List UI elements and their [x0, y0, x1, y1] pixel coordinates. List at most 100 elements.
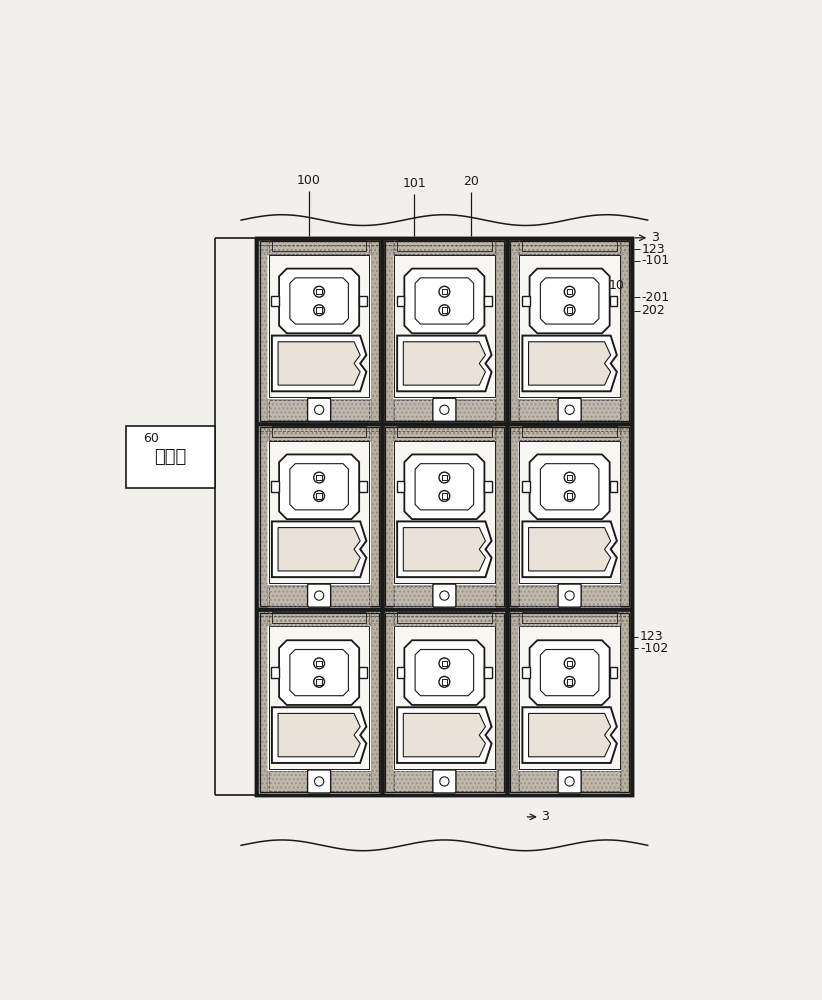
Bar — [508, 610, 631, 795]
Text: 控制器: 控制器 — [155, 448, 187, 466]
Bar — [496, 609, 507, 795]
Polygon shape — [359, 667, 367, 678]
Bar — [269, 424, 369, 440]
Bar — [518, 585, 621, 606]
Polygon shape — [279, 454, 359, 519]
Bar — [393, 609, 496, 626]
Bar — [267, 424, 371, 441]
Text: -102: -102 — [640, 642, 668, 655]
Bar — [508, 239, 631, 423]
Bar — [496, 609, 507, 795]
Polygon shape — [529, 269, 610, 333]
Bar — [382, 239, 506, 423]
Bar — [371, 238, 381, 424]
Bar — [523, 612, 616, 623]
Polygon shape — [523, 707, 616, 763]
FancyBboxPatch shape — [433, 584, 456, 607]
Bar — [393, 238, 496, 255]
Bar — [256, 238, 632, 795]
Polygon shape — [529, 454, 610, 519]
Bar — [518, 424, 621, 441]
Bar — [520, 626, 620, 769]
Bar — [518, 585, 621, 606]
Text: 60: 60 — [143, 432, 159, 445]
Polygon shape — [397, 296, 404, 306]
Polygon shape — [397, 336, 492, 391]
Polygon shape — [522, 296, 529, 306]
Bar — [567, 679, 572, 685]
Bar — [518, 609, 621, 626]
FancyBboxPatch shape — [558, 770, 581, 793]
Text: 101: 101 — [403, 177, 427, 190]
Bar — [316, 307, 322, 313]
Bar — [393, 771, 496, 792]
Polygon shape — [278, 342, 360, 385]
FancyBboxPatch shape — [558, 398, 581, 421]
Bar — [523, 240, 616, 251]
Polygon shape — [278, 713, 360, 757]
Polygon shape — [484, 296, 492, 306]
FancyBboxPatch shape — [433, 770, 456, 793]
Bar — [316, 289, 322, 294]
FancyBboxPatch shape — [307, 398, 330, 421]
Bar — [394, 586, 495, 606]
Bar — [518, 424, 621, 441]
Bar — [567, 661, 572, 666]
Bar — [394, 771, 495, 791]
Bar — [507, 609, 518, 795]
Text: 3: 3 — [542, 810, 549, 823]
FancyBboxPatch shape — [307, 770, 330, 793]
Polygon shape — [272, 336, 367, 391]
Bar — [393, 238, 496, 255]
Polygon shape — [397, 667, 404, 678]
Polygon shape — [523, 336, 616, 391]
Text: 10: 10 — [609, 279, 625, 292]
Polygon shape — [272, 707, 367, 763]
Bar — [256, 609, 632, 623]
Bar — [441, 493, 447, 499]
FancyBboxPatch shape — [307, 584, 330, 607]
Bar — [520, 424, 620, 440]
Bar — [260, 241, 379, 421]
Bar — [394, 441, 495, 583]
Bar — [567, 493, 572, 499]
Bar — [316, 493, 322, 499]
Bar — [567, 475, 572, 480]
Text: 20: 20 — [464, 175, 479, 188]
Bar — [257, 610, 381, 795]
Bar — [621, 609, 632, 795]
Bar — [518, 399, 621, 421]
FancyBboxPatch shape — [433, 398, 456, 421]
Bar — [441, 307, 447, 313]
Bar — [441, 661, 447, 666]
Polygon shape — [610, 296, 617, 306]
Bar — [269, 771, 369, 791]
Bar — [381, 609, 393, 795]
Bar — [567, 307, 572, 313]
Bar — [520, 771, 620, 791]
Bar — [496, 424, 507, 609]
Bar — [393, 585, 496, 606]
Bar — [394, 400, 495, 420]
Bar — [256, 238, 267, 424]
Bar — [256, 424, 267, 609]
Text: 123: 123 — [640, 630, 663, 643]
Bar — [508, 424, 631, 609]
Bar — [269, 255, 369, 397]
Polygon shape — [523, 521, 616, 577]
Bar — [272, 612, 367, 623]
Bar — [621, 238, 632, 424]
Bar — [507, 609, 518, 795]
Text: -101: -101 — [641, 254, 670, 267]
Bar — [393, 399, 496, 421]
Bar — [507, 424, 518, 609]
Bar — [269, 441, 369, 583]
Bar — [520, 441, 620, 583]
Bar — [382, 610, 506, 795]
Polygon shape — [272, 521, 367, 577]
Bar — [510, 613, 629, 792]
Bar — [496, 238, 507, 424]
Bar — [567, 289, 572, 294]
Bar — [256, 424, 632, 437]
Bar — [269, 626, 369, 769]
